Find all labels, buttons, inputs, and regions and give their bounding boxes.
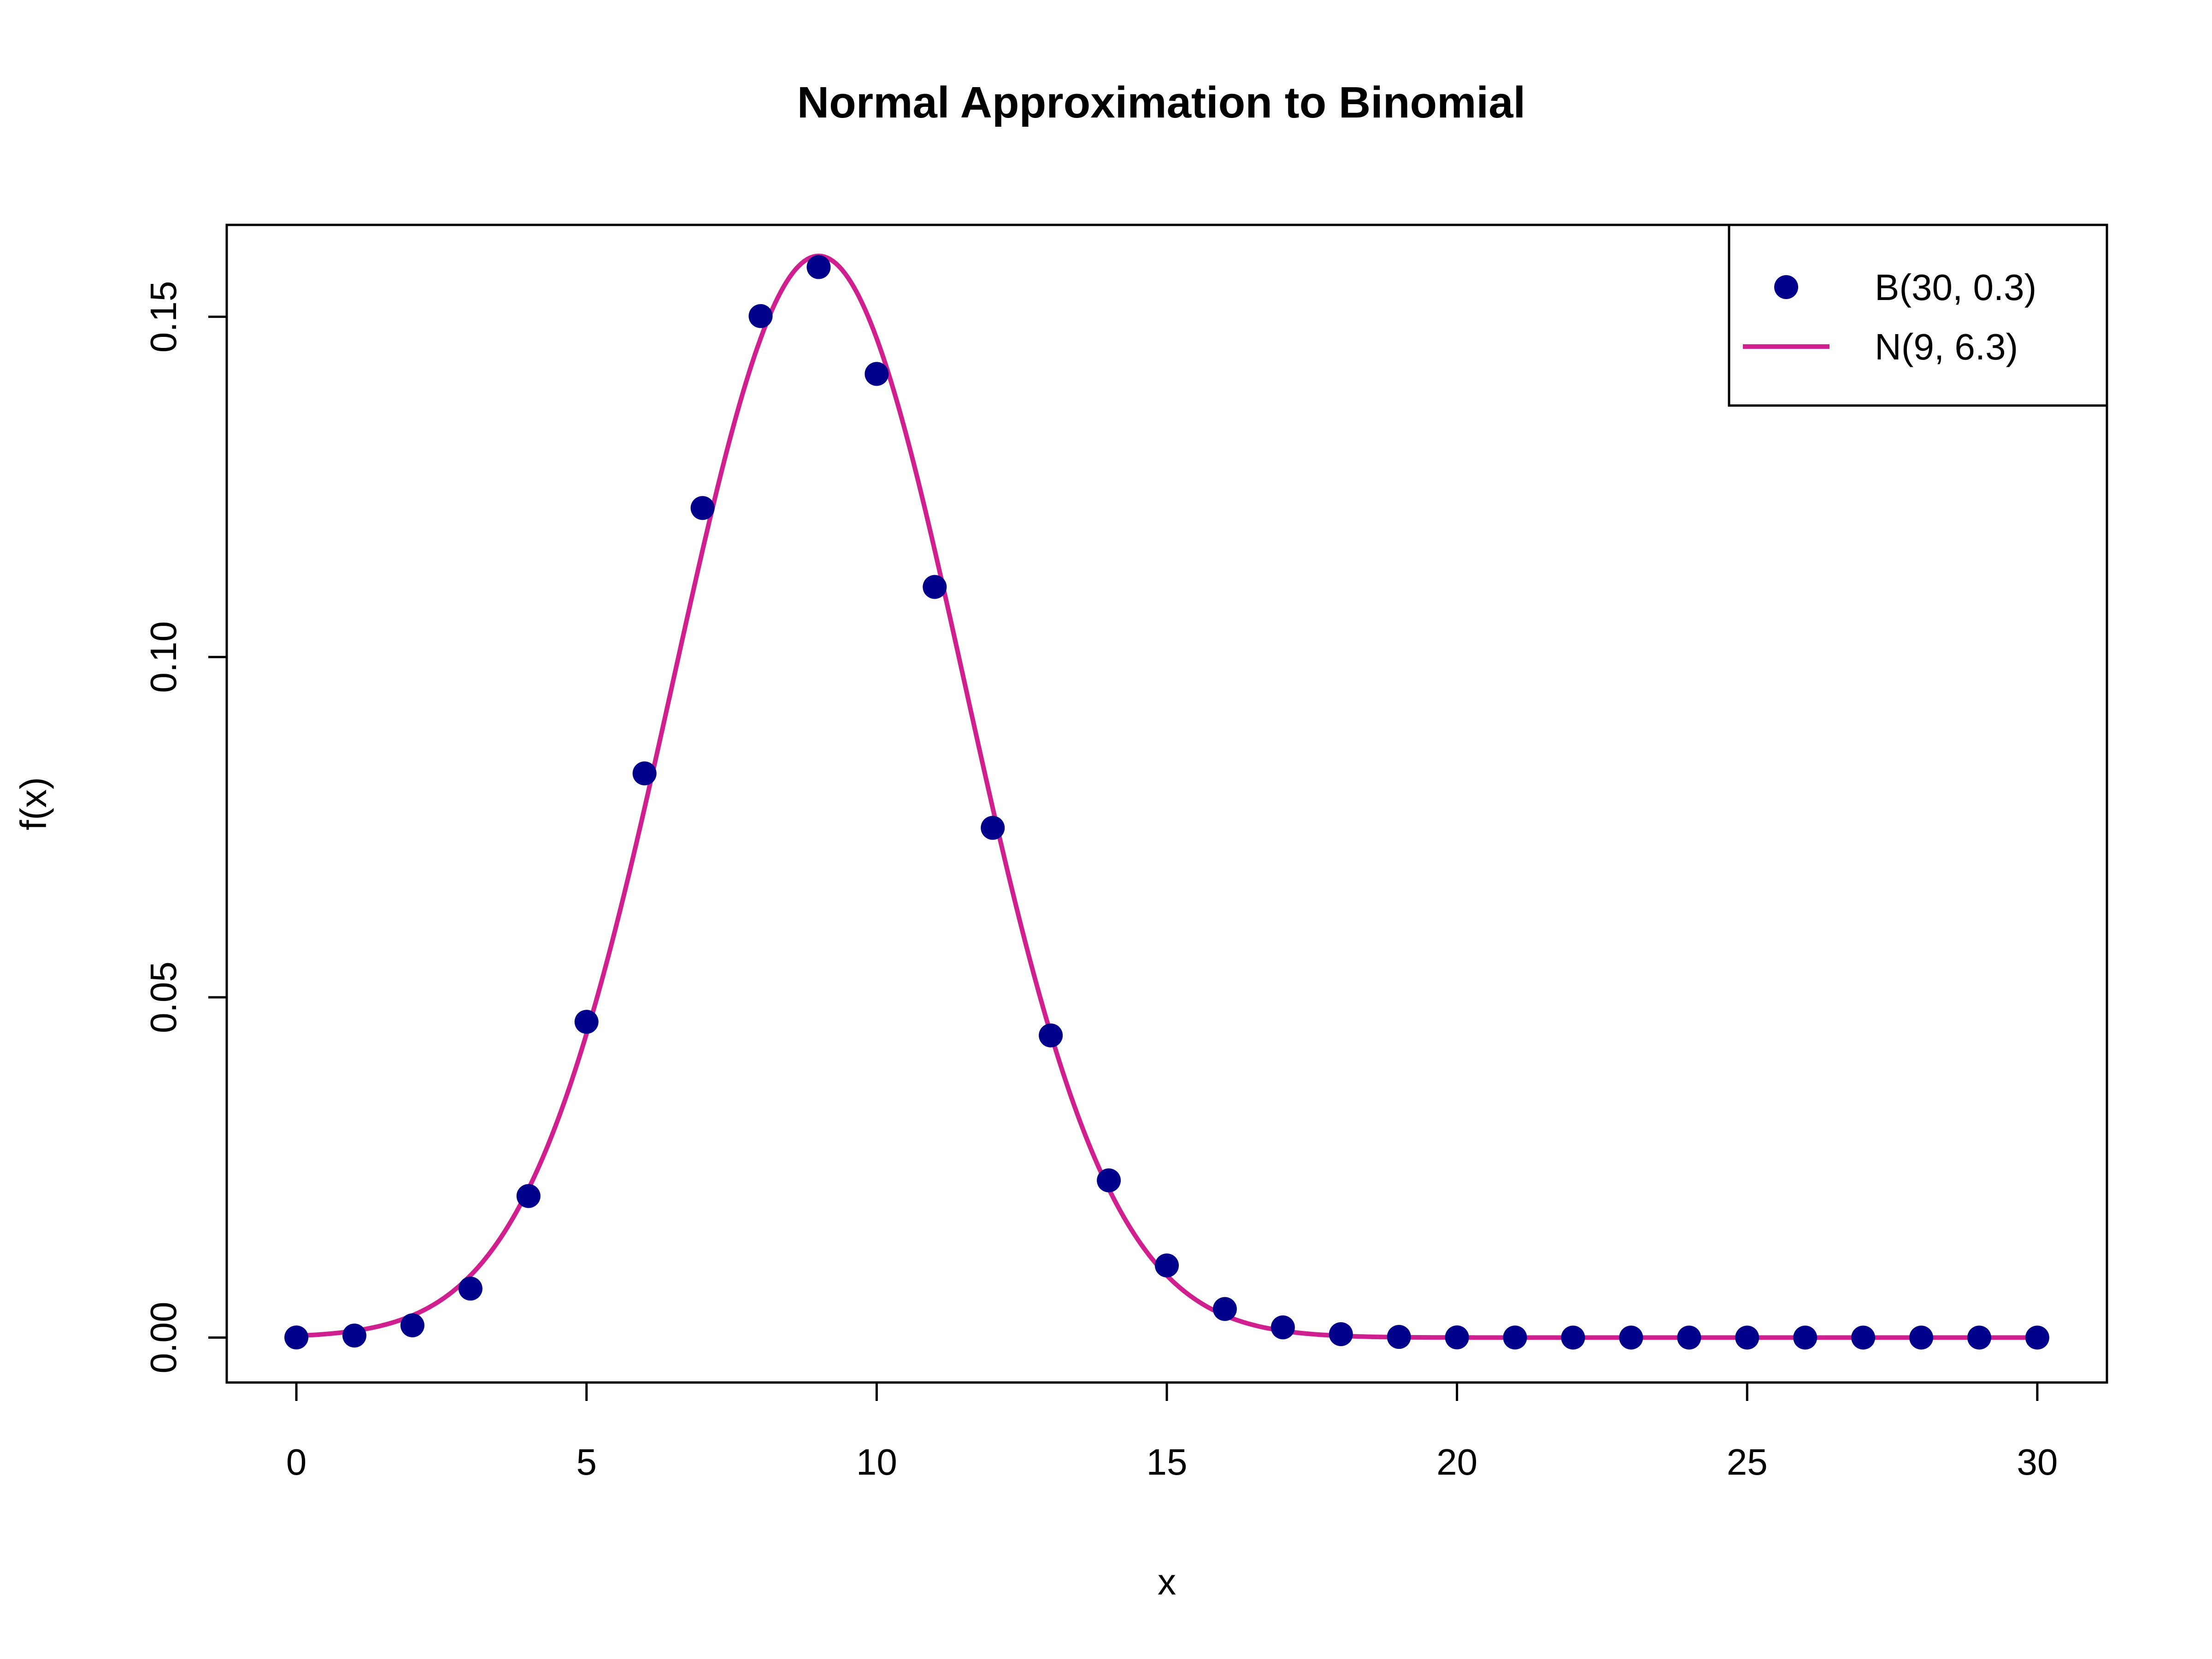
binomial-point [516,1184,541,1208]
normal-density-line [294,253,2040,1340]
x-tick-label: 10 [856,1441,897,1483]
binomial-point [1212,1297,1237,1321]
binomial-point [342,1324,367,1348]
binomial-point [1793,1325,1818,1350]
binomial-point [1503,1325,1527,1350]
y-tick-label: 0.05 [143,961,184,1033]
binomial-point [1851,1325,1876,1350]
x-axis-label: x [1158,1561,1176,1602]
y-tick-label: 0.00 [143,1302,184,1374]
binomial-point [1097,1168,1121,1193]
binomial-point [690,496,715,520]
binomial-points-series [284,255,2049,1350]
binomial-point [1387,1325,1411,1349]
legend-label-binomial: B(30, 0.3) [1875,267,2036,308]
binomial-point [923,575,947,599]
binomial-point [748,304,773,328]
binomial-point [574,1010,599,1034]
x-tick-label: 30 [2017,1441,2058,1483]
binomial-point [1677,1325,1701,1350]
binomial-point [284,1325,309,1350]
binomial-point [1619,1325,1643,1350]
legend-label-normal: N(9, 6.3) [1875,326,2018,367]
binomial-point [1271,1315,1295,1340]
chart-title: Normal Approximation to Binomial [797,78,1526,127]
binomial-point [2025,1325,2049,1350]
binomial-point [806,255,831,279]
x-tick-label: 15 [1147,1441,1188,1483]
normal-density-series [294,253,2040,1340]
y-axis: 0.00 0.05 0.10 0.15 [143,281,228,1374]
y-axis-label: f(x) [13,777,54,830]
binomial-point [981,816,1005,840]
x-tick-label: 5 [576,1441,597,1483]
y-tick-label: 0.15 [143,281,184,353]
binomial-point [1329,1322,1353,1347]
binomial-point [1445,1325,1469,1350]
binomial-point [458,1277,482,1301]
binomial-point [1039,1023,1063,1047]
binomial-point [865,362,889,386]
binomial-point [400,1313,424,1337]
legend-box [1728,224,2108,407]
binomial-point [632,761,657,786]
binomial-point [1155,1253,1179,1277]
x-tick-label: 25 [1727,1441,1768,1483]
legend-marker-binomial [1774,275,1798,299]
legend: B(30, 0.3) N(9, 6.3) [1728,224,2108,407]
binomial-point [1735,1325,1759,1350]
binomial-point [1967,1325,1991,1350]
x-tick-label: 0 [286,1441,307,1483]
y-tick-label: 0.10 [143,621,184,693]
binomial-point [1561,1325,1585,1350]
x-tick-label: 20 [1436,1441,1477,1483]
x-axis: 0 5 10 15 20 25 30 [286,1381,2058,1483]
binomial-point [1909,1325,1934,1350]
